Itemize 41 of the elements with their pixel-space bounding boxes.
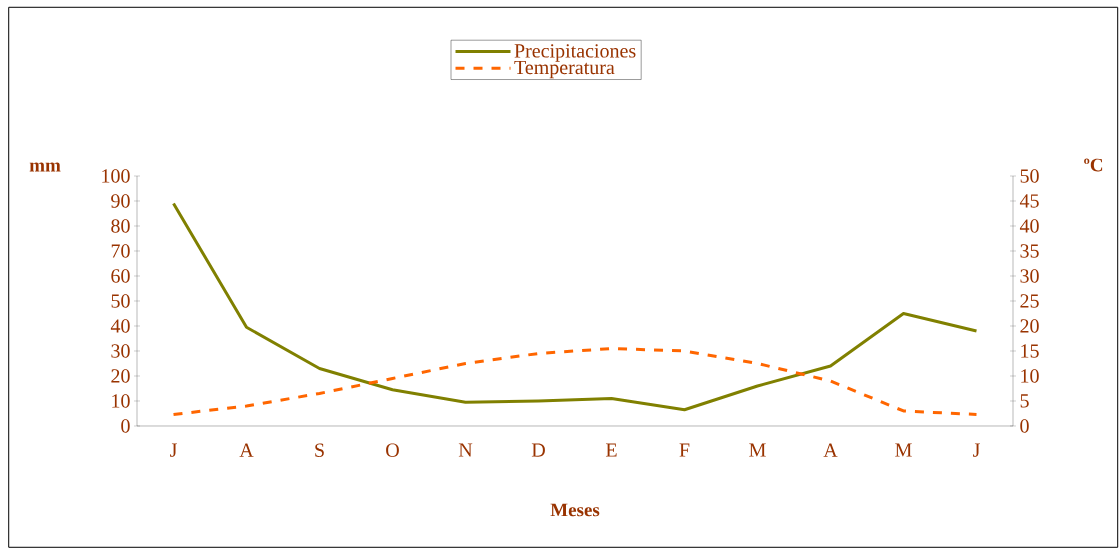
y-tick-label: 100 — [102, 169, 130, 183]
y2-tick-label: 10 — [1021, 369, 1039, 383]
y2-axis-title: ºC — [1084, 158, 1103, 172]
legend-label: Precipitaciones — [514, 44, 636, 62]
x-tick-label: D — [531, 443, 545, 457]
x-tick-label: A — [823, 443, 838, 457]
x-tick-label: O — [386, 443, 399, 457]
x-tick-label: F — [679, 443, 690, 457]
y-tick-label: 90 — [111, 194, 130, 208]
y-tick-label: 0 — [121, 419, 130, 433]
x-tick-label: M — [895, 443, 912, 457]
y2-tick-label: 15 — [1021, 344, 1039, 358]
x-tick-label: E — [605, 443, 617, 457]
x-axis-title: Meses — [550, 503, 600, 517]
line-series — [172, 346, 978, 416]
y-tick-label: 50 — [111, 294, 130, 308]
x-tick-label: M — [749, 443, 766, 457]
y-tick-label: 60 — [111, 269, 130, 283]
y2-tick-label: 20 — [1020, 319, 1039, 333]
y-tick-label: 80 — [111, 219, 130, 233]
y-tick-label: 20 — [111, 369, 130, 383]
x-tick-label: S — [315, 443, 324, 457]
y2-tick-label: 5 — [1020, 394, 1029, 408]
y2-tick-label: 0 — [1020, 419, 1029, 433]
y-tick-label: 10 — [112, 394, 130, 408]
line-series — [172, 201, 978, 412]
x-tick-label: J — [973, 443, 980, 457]
y2-tick-label: 30 — [1020, 269, 1039, 283]
x-tick-label: A — [239, 443, 254, 457]
y-tick-label: 30 — [111, 344, 130, 358]
y-tick-label: 70 — [111, 244, 130, 258]
y-axis-title: mm — [29, 162, 61, 172]
x-tick-label: N — [458, 443, 473, 457]
y2-tick-label: 50 — [1020, 169, 1039, 183]
legend-label: Temperatura — [514, 60, 615, 79]
y2-tick-label: 40 — [1019, 219, 1039, 233]
y2-tick-label: 35 — [1020, 244, 1039, 258]
y-tick-label: 40 — [110, 319, 130, 333]
y2-tick-label: 45 — [1019, 194, 1039, 208]
x-tick-label: J — [170, 443, 177, 457]
y2-tick-label: 25 — [1020, 294, 1039, 308]
